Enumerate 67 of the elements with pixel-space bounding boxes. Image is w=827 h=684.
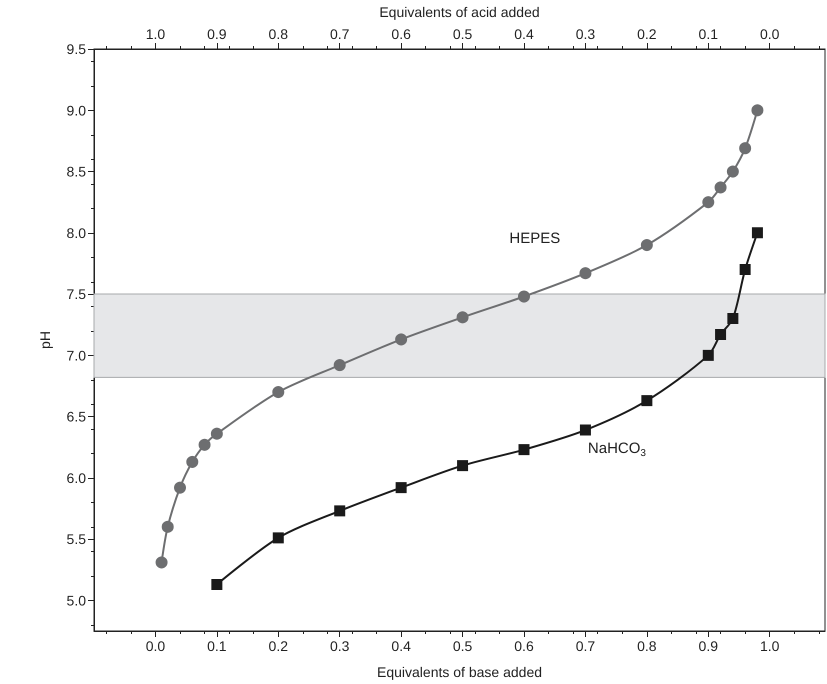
x-tick-label: 0.4: [391, 638, 412, 654]
y-tick-label: 8.0: [66, 224, 86, 241]
point: [162, 520, 174, 533]
point: [641, 395, 652, 406]
point: [211, 578, 222, 590]
y-axis-title: pH: [37, 331, 53, 349]
point: [186, 456, 198, 468]
x-tick-label: 0.9: [698, 638, 718, 654]
x2-tick-label: 0.0: [760, 26, 780, 42]
y-tick-label: 8.5: [66, 164, 86, 180]
y-tick-label: 7.0: [66, 347, 86, 364]
text: HEPES: [509, 230, 560, 248]
x2-tick-label: 0.5: [452, 26, 473, 42]
y-tick-label: 9.5: [66, 41, 86, 57]
x-tick-label: 0.6: [514, 638, 534, 654]
point: [456, 311, 469, 324]
y-tick-label: 5.0: [66, 592, 86, 608]
y-tick-label: 6.0: [66, 470, 86, 486]
point: [272, 386, 284, 398]
x-tick-label: 0.0: [146, 638, 166, 654]
x2-axis-title: Equivalents of acid added: [379, 4, 540, 20]
x-tick-label: 1.0: [760, 638, 780, 654]
x2-tick-label: 1.0: [146, 26, 166, 42]
point: [334, 359, 346, 372]
point: [272, 532, 284, 544]
point: [751, 104, 764, 116]
x2-tick-label: 0.7: [330, 26, 350, 42]
point: [334, 505, 346, 516]
x-tick-label: 0.7: [576, 638, 596, 654]
point: [752, 227, 763, 238]
point: [726, 166, 739, 178]
x-tick-label: 0.1: [207, 638, 227, 654]
x2-tick-label: 0.8: [268, 26, 288, 42]
point: [739, 142, 752, 154]
y-tick-label: 9.0: [66, 102, 86, 118]
y-tick-label: 6.5: [66, 408, 86, 425]
x2-tick-label: 0.6: [391, 26, 412, 42]
x2-tick-label: 0.1: [698, 26, 718, 42]
point: [714, 181, 727, 194]
point: [518, 444, 530, 456]
point: [702, 196, 714, 208]
x-tick-label: 0.3: [330, 638, 350, 654]
point: [740, 264, 751, 276]
y-tick-label: 5.5: [66, 531, 86, 548]
point: [174, 482, 186, 494]
point: [518, 290, 530, 302]
point: [640, 239, 653, 252]
x2-tick-label: 0.2: [637, 26, 657, 42]
point: [715, 328, 726, 340]
x-tick-label: 0.8: [637, 638, 657, 654]
point: [198, 438, 211, 451]
point: [580, 424, 591, 436]
x-tick-label: 0.5: [452, 638, 473, 654]
x-tick-label: 0.2: [268, 638, 288, 654]
point: [579, 267, 592, 280]
point: [156, 556, 168, 568]
point: [396, 482, 407, 494]
x2-tick-label: 0.3: [576, 26, 596, 42]
point: [395, 333, 408, 346]
x-axis-title: Equivalents of base added: [376, 664, 542, 680]
point: [457, 460, 468, 472]
x2-tick-label: 0.4: [514, 26, 534, 42]
x2-tick-label: 0.9: [207, 26, 227, 42]
point: [210, 428, 223, 440]
y-tick-label: 7.5: [66, 286, 86, 302]
point: [702, 350, 714, 361]
point: [727, 313, 738, 324]
